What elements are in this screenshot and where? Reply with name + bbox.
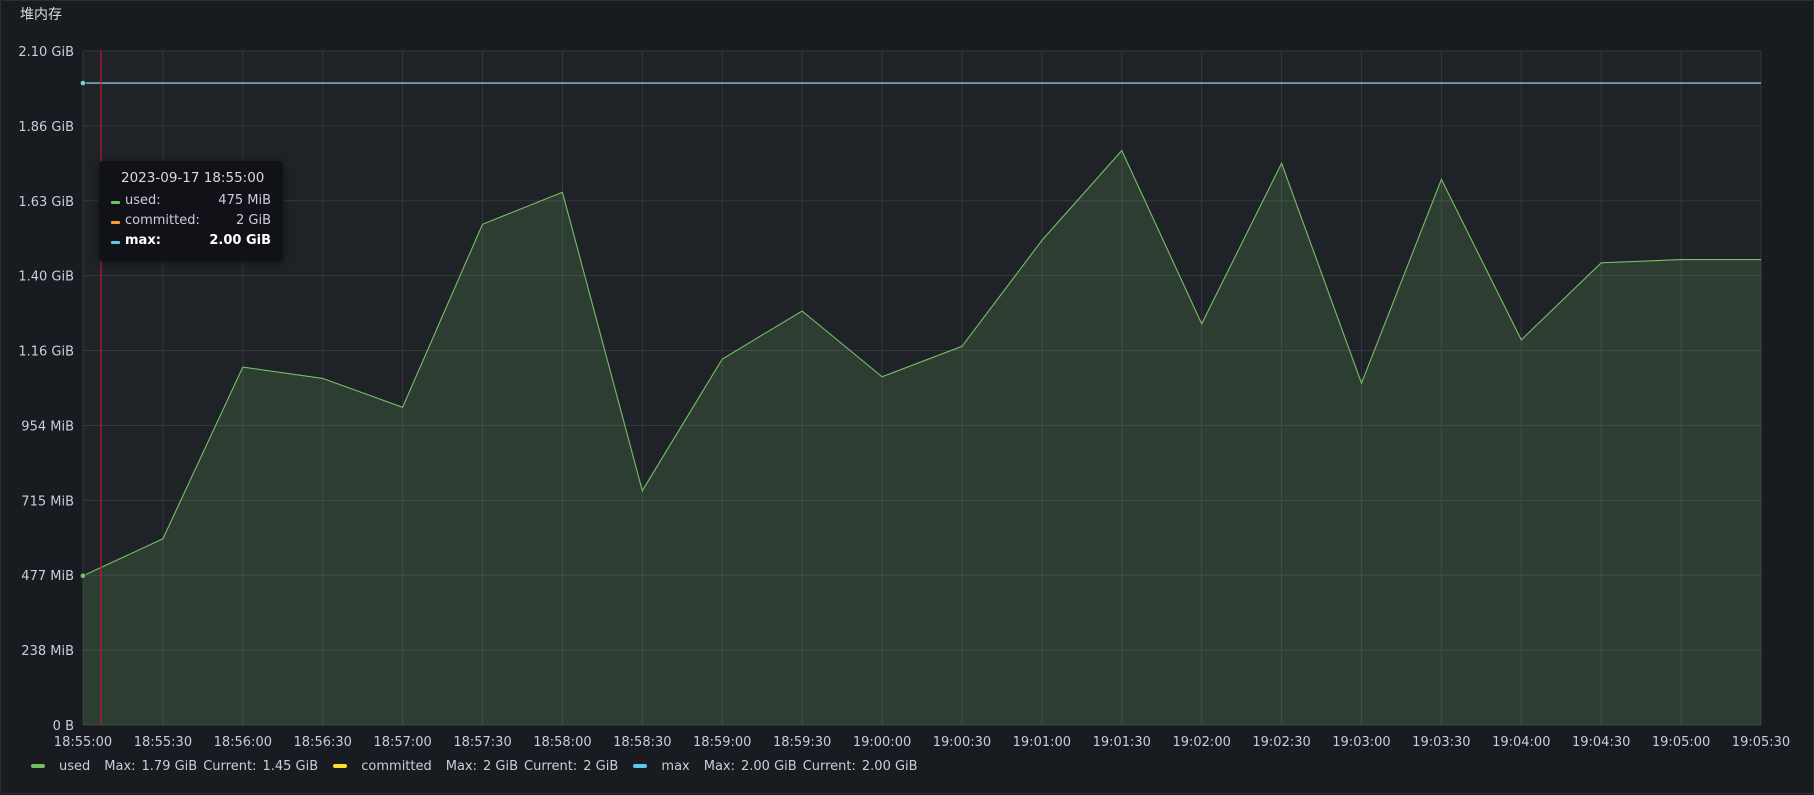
- x-tick-label: 18:57:00: [373, 735, 431, 750]
- y-axis: 0 B 238 MiB 477 MiB 715 MiB 954 MiB 1.16 GiB 1…: [18, 45, 74, 734]
- x-axis: 18:55:00 18:55:30 18:56:00 18:56:30 18:57:00…: [54, 735, 1790, 750]
- legend-current-label: Current:: [203, 759, 257, 774]
- y-tick-label: 477 MiB: [21, 569, 74, 584]
- legend-item-committed[interactable]: committed Max: 2 GiB Current: 2 GiB: [333, 759, 618, 774]
- hover-tooltip: 2023-09-17 18:55:00 used: 475 MiB commit…: [99, 161, 283, 261]
- y-tick-label: 715 MiB: [21, 494, 74, 509]
- x-tick-label: 19:01:00: [1013, 735, 1071, 750]
- tooltip-swatch-used: [111, 201, 120, 204]
- tooltip-swatch-committed: [111, 221, 120, 224]
- tooltip-label-max: max:: [125, 233, 161, 248]
- x-tick-label: 19:05:00: [1652, 735, 1710, 750]
- tooltip-label-used: used:: [125, 193, 161, 208]
- x-tick-label: 19:02:30: [1252, 735, 1310, 750]
- legend-current-used: 1.45 GiB: [262, 759, 319, 774]
- x-tick-label: 19:03:30: [1412, 735, 1470, 750]
- y-tick-label: 1.86 GiB: [18, 120, 74, 135]
- tooltip-row-committed: committed: 2 GiB: [111, 213, 271, 231]
- tooltip-row-max: max: 2.00 GiB: [111, 233, 271, 251]
- series-area-used: [83, 150, 1761, 725]
- series-point-used: [79, 572, 87, 579]
- y-tick-label: 238 MiB: [21, 644, 74, 659]
- tooltip-value-max: 2.00 GiB: [209, 233, 271, 248]
- x-tick-label: 18:55:00: [54, 735, 112, 750]
- legend-current-label: Current:: [524, 759, 578, 774]
- x-tick-label: 19:04:00: [1492, 735, 1550, 750]
- legend-max-label: Max:: [104, 759, 136, 774]
- y-tick-label: 1.40 GiB: [18, 270, 74, 285]
- series-layer: [79, 79, 1761, 725]
- chart-legend: used Max: 1.79 GiB Current: 1.45 GiB committ…: [31, 759, 929, 777]
- x-tick-label: 18:59:00: [693, 735, 751, 750]
- legend-swatch-used: [31, 763, 45, 768]
- x-tick-label: 19:05:30: [1732, 735, 1790, 750]
- tooltip-swatch-max: [111, 241, 120, 244]
- legend-swatch-committed: [333, 763, 348, 768]
- series-point-max: [79, 79, 87, 87]
- legend-current-max: 2.00 GiB: [861, 759, 918, 774]
- x-tick-label: 19:03:00: [1332, 735, 1390, 750]
- legend-swatch-max: [633, 763, 648, 768]
- tooltip-label-committed: committed:: [125, 213, 200, 228]
- panel-title[interactable]: 堆内存: [20, 7, 62, 23]
- legend-max-used: 1.79 GiB: [141, 759, 198, 774]
- x-tick-label: 18:56:00: [214, 735, 272, 750]
- legend-max-committed: 2 GiB: [483, 759, 519, 774]
- legend-max-max: 2.00 GiB: [741, 759, 797, 774]
- y-tick-label: 0 B: [53, 719, 74, 734]
- x-tick-label: 19:00:00: [853, 735, 911, 750]
- tooltip-time: 2023-09-17 18:55:00: [121, 170, 265, 186]
- x-tick-label: 18:55:30: [134, 735, 192, 750]
- x-tick-label: 18:59:30: [773, 735, 831, 750]
- legend-max-label: Max:: [703, 759, 735, 774]
- plot-background: [83, 51, 1761, 725]
- x-tick-label: 19:01:30: [1093, 735, 1151, 750]
- y-tick-label: 2.10 GiB: [18, 45, 74, 60]
- legend-name-used: used: [59, 759, 91, 774]
- x-tick-label: 18:58:30: [613, 735, 671, 750]
- grid-lines: [82, 50, 1762, 726]
- x-tick-label: 19:00:30: [933, 735, 991, 750]
- legend-max-label: Max:: [445, 759, 478, 774]
- tooltip-value-committed: 2 GiB: [235, 213, 271, 228]
- y-tick-label: 1.16 GiB: [18, 345, 74, 360]
- tooltip-value-used: 475 MiB: [218, 193, 271, 208]
- y-tick-label: 1.63 GiB: [18, 195, 74, 210]
- x-tick-label: 19:04:30: [1572, 735, 1630, 750]
- x-tick-label: 18:56:30: [294, 735, 352, 750]
- x-tick-label: 18:57:30: [453, 735, 511, 750]
- legend-name-committed: committed: [361, 759, 432, 774]
- x-tick-label: 19:02:00: [1172, 735, 1230, 750]
- legend-name-max: max: [661, 759, 690, 774]
- legend-item-used[interactable]: used Max: 1.79 GiB Current: 1.45 GiB: [31, 759, 318, 774]
- plot-area: [83, 51, 1761, 725]
- legend-current-committed: 2 GiB: [583, 759, 619, 774]
- y-tick-label: 954 MiB: [21, 419, 74, 434]
- x-tick-label: 18:58:00: [533, 735, 591, 750]
- legend-current-label: Current:: [802, 759, 856, 774]
- legend-item-max[interactable]: max Max: 2.00 GiB Current: 2.00 GiB: [633, 759, 918, 774]
- series-line-used: [82, 149, 1761, 577]
- tooltip-row-used: used: 475 MiB: [111, 193, 271, 211]
